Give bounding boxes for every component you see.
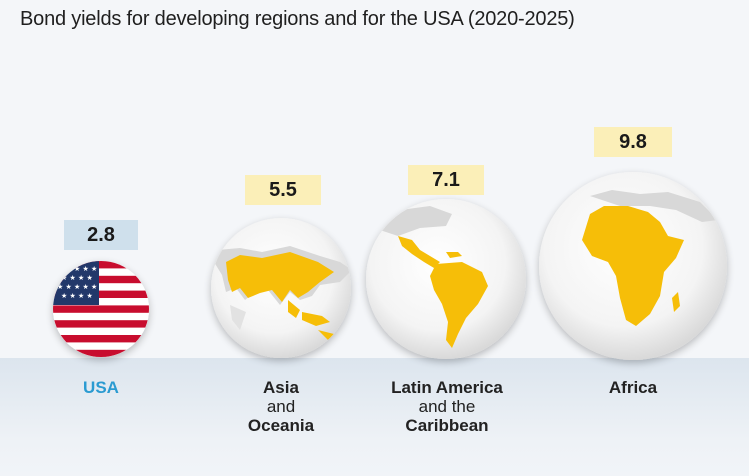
floor-band <box>0 358 749 476</box>
category-label-line: and the <box>418 397 476 416</box>
category-label-africa: Africa <box>583 378 683 397</box>
category-label-line: Latin America <box>391 378 503 397</box>
category-label-line: Oceania <box>247 416 315 435</box>
category-label-latin-america: Latin America and the Caribbean <box>372 378 522 435</box>
category-label-line: and <box>266 397 296 416</box>
africa-globe-icon <box>539 172 727 360</box>
svg-text:★ ★ ★ ★: ★ ★ ★ ★ <box>61 292 93 300</box>
value-label-africa: 9.8 <box>594 127 672 157</box>
category-label-usa: USA <box>56 378 146 397</box>
category-label-line: Asia <box>263 378 299 397</box>
chart-title: Bond yields for developing regions and f… <box>20 8 575 30</box>
us-flag-icon: ★ ★ ★ ★ ★ ★ ★ ★ ★ ★ ★ ★ ★ ★ ★ ★ ★ ★ <box>53 261 149 357</box>
svg-text:★ ★ ★ ★ ★: ★ ★ ★ ★ ★ <box>57 265 97 273</box>
category-label-line: Africa <box>608 378 658 397</box>
svg-text:★ ★ ★ ★ ★: ★ ★ ★ ★ ★ <box>57 283 97 291</box>
value-label-asia-oceania: 5.5 <box>245 175 321 205</box>
asia-oceania-globe-icon <box>211 218 351 358</box>
svg-text:★ ★ ★ ★: ★ ★ ★ ★ <box>61 274 93 282</box>
value-label-usa: 2.8 <box>64 220 138 250</box>
category-label-line: Caribbean <box>405 416 489 435</box>
category-label-line: USA <box>83 378 119 397</box>
latin-america-globe-icon <box>366 199 526 359</box>
category-label-asia-oceania: Asia and Oceania <box>226 378 336 435</box>
value-label-latin-america: 7.1 <box>408 165 484 195</box>
